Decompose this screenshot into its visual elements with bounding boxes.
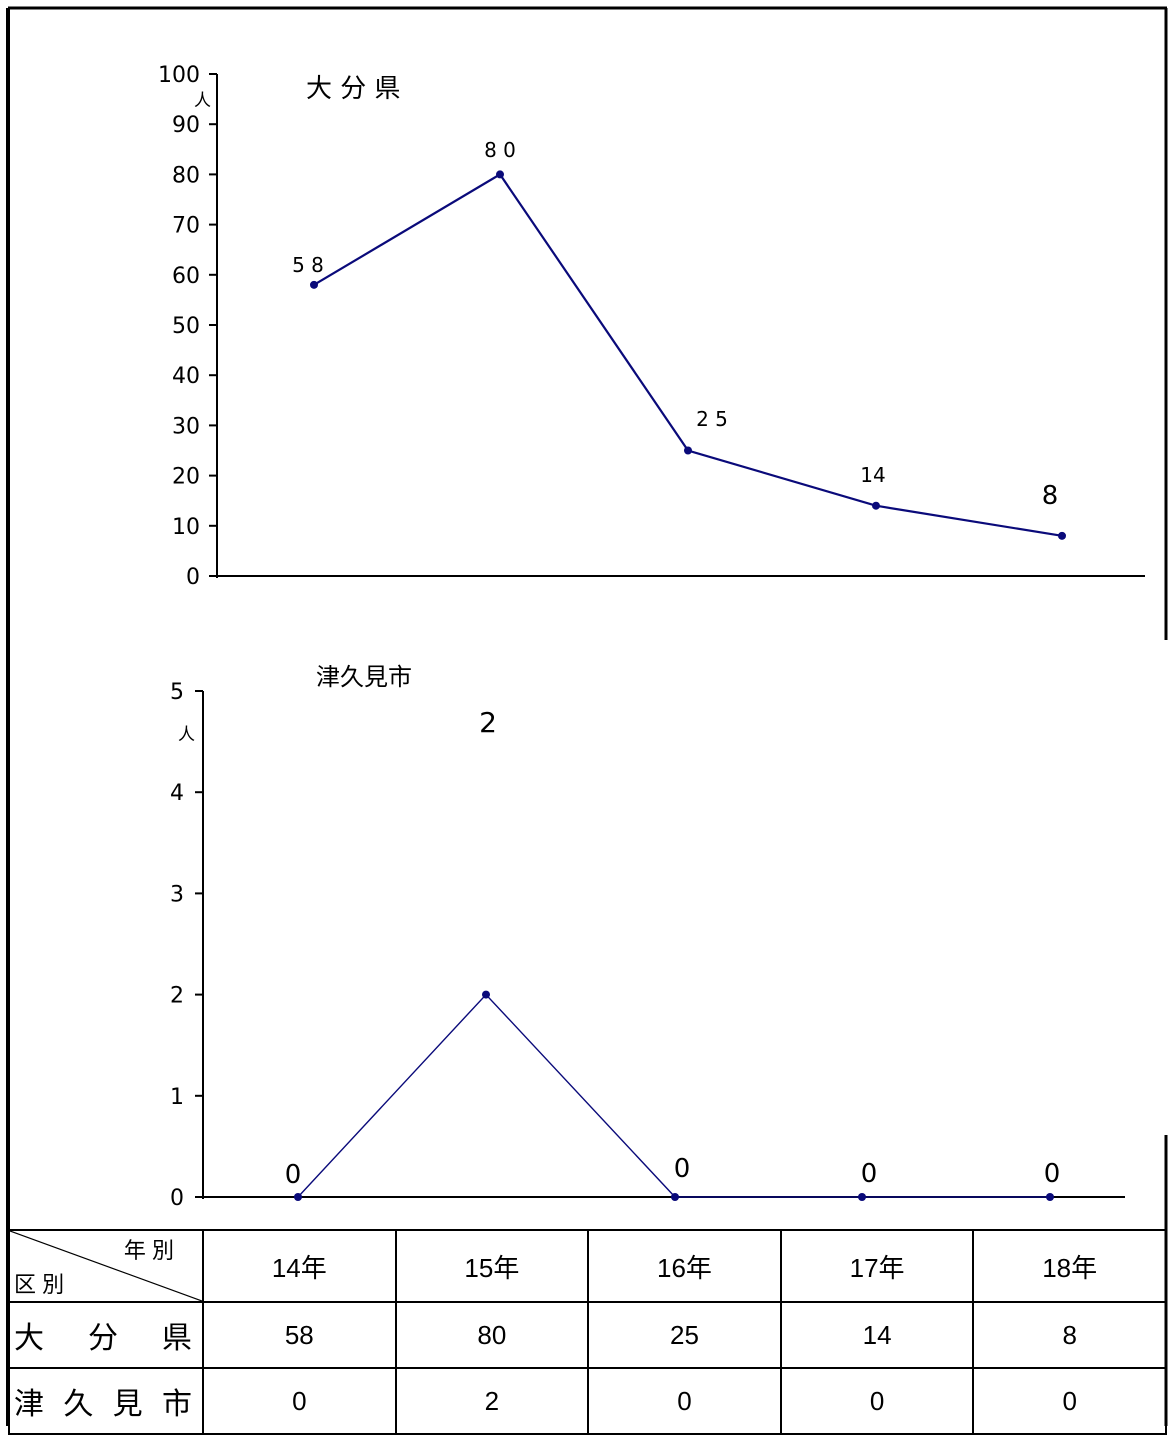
corner-year-label: 年 別: [123, 1238, 174, 1263]
table-cell: 0: [202, 1367, 397, 1435]
table-corner-cell: 年 別 区 別: [8, 1229, 204, 1303]
oita-data-point: [310, 280, 318, 289]
tsukumi-data-point: [294, 1193, 302, 1201]
corner-diagonal: [10, 1231, 202, 1301]
oita-data-labels: 5 8 8 0 2 5 14 8: [292, 138, 1058, 511]
oita-data-points: [310, 170, 1066, 540]
header-cell-16: 16年: [587, 1229, 782, 1303]
oita-y-tick-label: 20: [172, 465, 200, 490]
tsukumi-y-tick-label: 1: [170, 1085, 184, 1110]
tsukumi-y-tick-label: 4: [170, 781, 184, 806]
oita-y-tick-label: 10: [172, 515, 200, 540]
tsukumi-data-labels: 0 2 0 0 0: [285, 706, 1061, 1190]
tsukumi-y-tick-label: 3: [170, 882, 184, 907]
tsukumi-y-ticks: 0 1 2 3 4 5: [170, 680, 203, 1211]
oita-data-point: [684, 446, 692, 455]
tsukumi-y-tick-label: 5: [170, 680, 184, 705]
oita-data-point: [1058, 531, 1066, 540]
table-cell: 58: [202, 1301, 397, 1369]
oita-data-label: 8 0: [484, 138, 516, 162]
oita-y-tick-label: 0: [186, 565, 200, 590]
table-cell: 2: [394, 1367, 590, 1435]
header-cell-17: 17年: [779, 1229, 975, 1303]
tsukumi-chart-title: 津久見市: [316, 663, 412, 691]
corner-category-label: 区 別: [14, 1272, 65, 1297]
tsukumi-data-label: 0: [861, 1159, 878, 1189]
tsukumi-data-points: [294, 990, 1054, 1201]
oita-data-label: 14: [860, 463, 885, 487]
tsukumi-unit-label: 人: [178, 725, 195, 745]
oita-y-tick-label: 60: [172, 264, 200, 289]
header-cell-18: 18年: [972, 1229, 1167, 1303]
tsukumi-city-chart: 津久見市 人 0 1 2 3 4 5 0 2 0 0 0: [170, 663, 1125, 1211]
row-label-oita: 大 分 県: [8, 1301, 204, 1369]
oita-series-line: [313, 172, 1063, 537]
tsukumi-y-tick-label: 2: [170, 984, 184, 1009]
oita-data-label: 2 5: [696, 407, 728, 431]
oita-y-tick-label: 90: [172, 113, 200, 138]
outer-border: [6, 6, 1168, 1426]
oita-y-tick-label: 70: [172, 214, 200, 239]
oita-data-point: [872, 501, 880, 510]
oita-y-tick-label: 50: [172, 314, 200, 339]
tsukumi-data-label: 2: [479, 706, 497, 739]
oita-y-tick-label: 30: [172, 414, 200, 439]
header-cell-15: 15年: [394, 1229, 590, 1303]
table-cell: 80: [394, 1301, 590, 1369]
oita-prefecture-chart: 大 分 県 人 0 10 20 30 40 50 60 70 80 90 100 5 8 8 0 2 5…: [158, 63, 1145, 590]
oita-data-label: 5 8: [292, 253, 324, 277]
oita-y-tick-label: 80: [172, 163, 200, 188]
table-cell: 0: [779, 1367, 975, 1435]
tsukumi-data-point: [671, 1193, 679, 1201]
oita-data-point: [496, 170, 504, 179]
tsukumi-data-label: 0: [1044, 1159, 1061, 1189]
row-label-tsukumi: 津 久 見 市: [8, 1367, 204, 1435]
oita-y-tick-label: 100: [158, 63, 200, 88]
table-cell: 14: [779, 1301, 975, 1369]
tsukumi-data-point: [482, 990, 490, 999]
header-cell-14: 14年: [202, 1229, 397, 1303]
tsukumi-data-label: 0: [285, 1160, 302, 1190]
tsukumi-y-tick-label: 0: [170, 1186, 184, 1211]
table-cell: 0: [972, 1367, 1167, 1435]
table-cell: 8: [972, 1301, 1167, 1369]
tsukumi-data-point: [1046, 1193, 1054, 1201]
oita-y-tick-label: 40: [172, 364, 200, 389]
oita-data-label: 8: [1042, 481, 1059, 511]
table-header-row: 年 別 区 別 14年 15年 16年 17年 18年: [8, 1229, 1167, 1303]
tsukumi-data-point: [858, 1193, 866, 1201]
oita-y-ticks: 0 10 20 30 40 50 60 70 80 90 100: [158, 63, 217, 590]
table-cell: 0: [587, 1367, 782, 1435]
summary-table: 年 別 区 別 14年 15年 16年 17年 18年 大 分 県 58 80 …: [8, 1229, 1167, 1435]
tsukumi-data-label: 0: [674, 1154, 691, 1184]
oita-unit-label: 人: [194, 91, 211, 111]
oita-chart-title: 大 分 県: [306, 74, 401, 104]
table-cell: 25: [587, 1301, 782, 1369]
table-row-oita: 大 分 県 58 80 25 14 8: [8, 1301, 1167, 1369]
table-row-tsukumi: 津 久 見 市 0 2 0 0 0: [8, 1367, 1167, 1435]
